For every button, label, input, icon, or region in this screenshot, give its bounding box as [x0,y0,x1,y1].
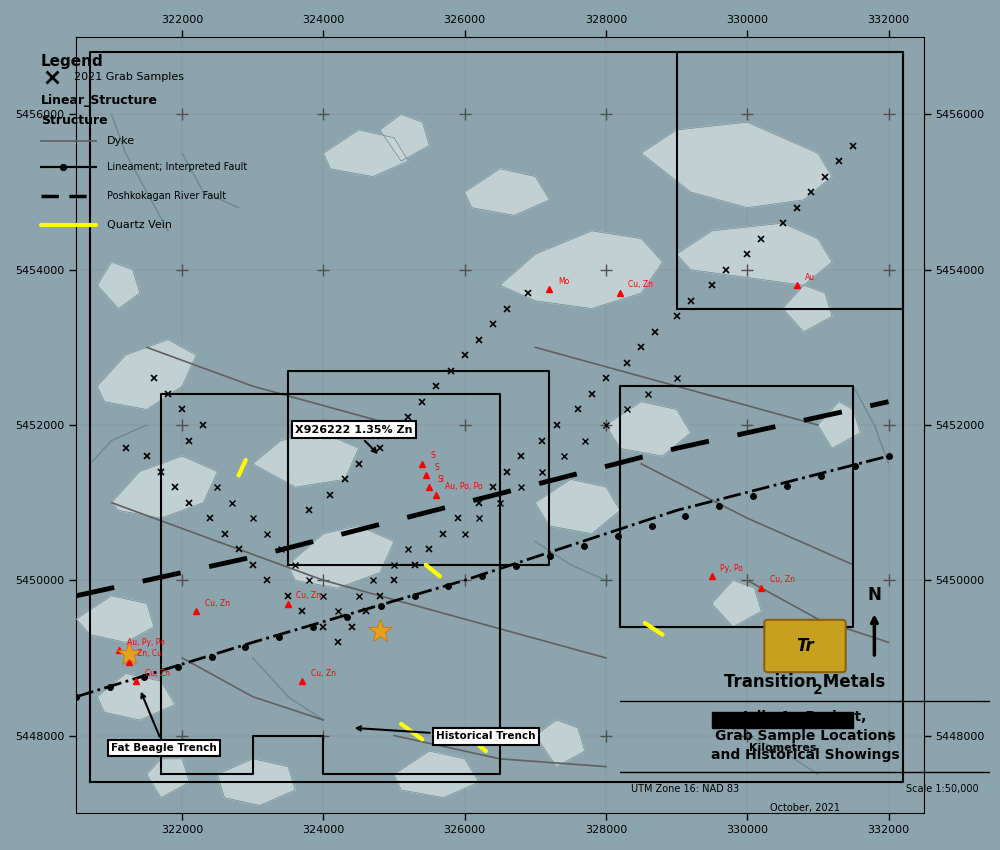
Polygon shape [147,759,189,797]
Text: October, 2021: October, 2021 [770,803,840,813]
Text: Historical Trench: Historical Trench [357,726,536,741]
Polygon shape [253,433,359,487]
Text: 2: 2 [813,683,823,697]
Text: Structure: Structure [41,114,108,128]
Polygon shape [97,340,196,410]
FancyBboxPatch shape [764,620,846,672]
Polygon shape [606,402,691,456]
Polygon shape [465,169,549,215]
Text: Fat Beagle Trench: Fat Beagle Trench [111,694,217,753]
Polygon shape [380,115,429,161]
Bar [712,712,853,728]
Text: S: S [431,451,435,460]
Polygon shape [783,286,832,332]
Text: Au, Po, Po: Au, Po, Po [445,482,482,491]
Text: Transition Metals: Transition Metals [724,672,886,691]
Polygon shape [500,231,662,309]
Text: Mo: Mo [558,276,569,286]
Text: Cu, Zn: Cu, Zn [311,669,336,677]
Polygon shape [111,456,217,518]
Text: X926222 1.35% Zn: X926222 1.35% Zn [295,425,413,452]
Polygon shape [288,526,394,588]
Polygon shape [712,581,761,626]
Polygon shape [394,751,479,797]
Polygon shape [677,224,832,286]
Polygon shape [535,720,585,767]
Polygon shape [323,130,408,177]
Text: Au: Au [805,273,815,281]
Text: Cu, Zn: Cu, Zn [145,669,170,677]
Text: 2021 Grab Samples: 2021 Grab Samples [74,72,184,82]
Text: Cu, Zn: Cu, Zn [770,575,795,585]
Text: Dyke: Dyke [107,136,135,146]
Text: Tr: Tr [796,637,814,655]
Text: Scale 1:50,000: Scale 1:50,000 [906,784,979,794]
Text: Cu, Zn: Cu, Zn [296,591,321,600]
Text: Kilometres: Kilometres [749,743,816,753]
Text: N: N [867,586,881,604]
Text: Zn, Cu: Zn, Cu [137,649,162,658]
Text: Grab Sample Locations: Grab Sample Locations [715,729,895,744]
Text: Jolly Au Project,: Jolly Au Project, [743,711,867,724]
Polygon shape [217,759,295,806]
Text: Legend: Legend [41,54,104,69]
Polygon shape [76,596,154,643]
Text: Py, Po: Py, Po [720,564,743,573]
Text: Cu, Zn: Cu, Zn [205,598,230,608]
Polygon shape [535,479,620,534]
Text: Sl: Sl [438,474,445,484]
Polygon shape [97,262,140,309]
Text: Au, Py, Po: Au, Py, Po [127,638,165,647]
Polygon shape [818,402,860,448]
Text: Quartz Vein: Quartz Vein [107,220,172,230]
Polygon shape [97,673,175,720]
Text: Cu, Zn: Cu, Zn [628,280,653,290]
Text: S: S [434,463,439,472]
Text: Linear_Structure: Linear_Structure [41,94,158,107]
Text: Lineament; Interpreted Fault: Lineament; Interpreted Fault [107,162,247,172]
Text: Poshkokagan River Fault: Poshkokagan River Fault [107,191,226,201]
Polygon shape [641,122,832,207]
Text: UTM Zone 16: NAD 83: UTM Zone 16: NAD 83 [631,784,739,794]
Text: and Historical Showings: and Historical Showings [711,749,899,762]
